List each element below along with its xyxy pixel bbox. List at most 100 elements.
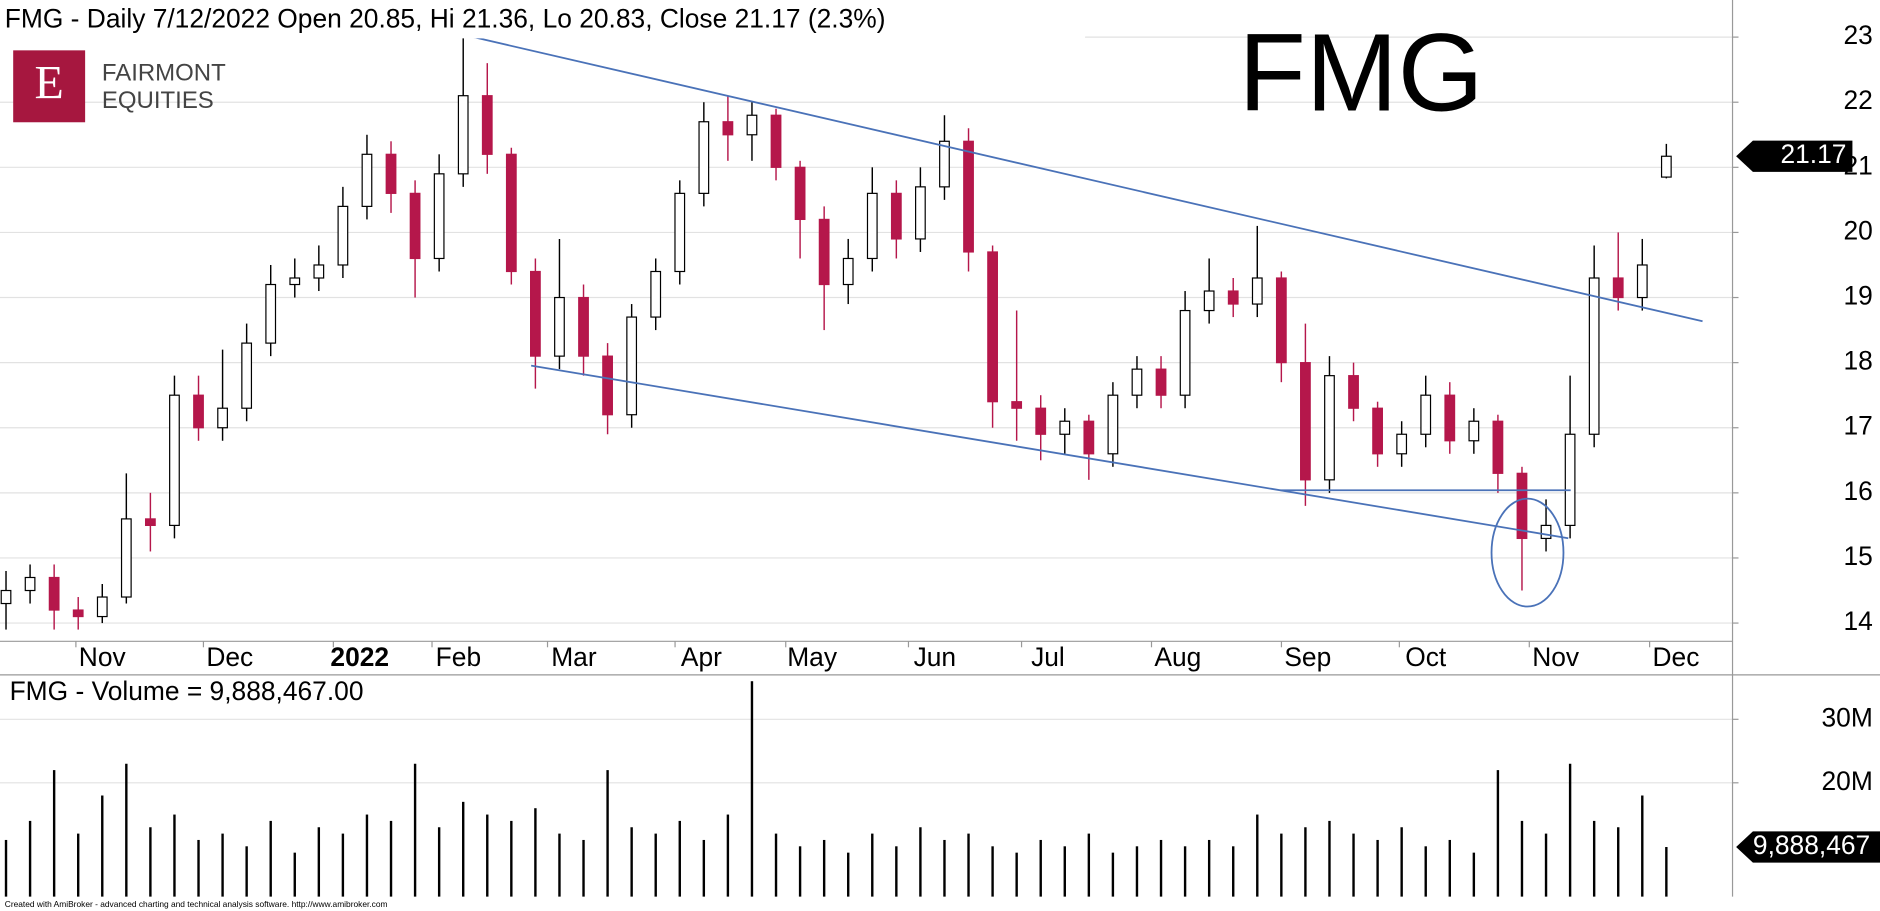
y-tick-label: 19 — [1843, 281, 1872, 311]
y-tick-label: 15 — [1843, 541, 1872, 571]
volume-bar — [52, 770, 56, 897]
candle-body — [722, 121, 734, 136]
volume-bar — [293, 852, 296, 897]
volume-bar — [1087, 833, 1091, 897]
y-tick-label: 18 — [1843, 346, 1872, 376]
candle-body — [1564, 433, 1576, 527]
volume-bar — [558, 833, 561, 897]
candle-body — [193, 394, 204, 429]
x-tick-label: Nov — [1532, 642, 1580, 672]
volume-bar — [1376, 839, 1379, 897]
candle-body — [169, 394, 180, 527]
volume-bar — [1424, 846, 1427, 897]
candle-body — [1396, 433, 1408, 455]
candle-body — [1275, 277, 1287, 364]
volume-bar — [726, 814, 730, 897]
candle-body — [915, 186, 926, 240]
last-volume-label: 9,888,467 — [1753, 830, 1870, 860]
candle-body — [1372, 407, 1383, 455]
candle-body — [1203, 290, 1215, 312]
volume-bar — [1207, 839, 1211, 897]
volume-bar — [413, 763, 417, 897]
volume-bar — [1617, 827, 1620, 897]
candle-body — [1131, 368, 1143, 396]
candle-body — [1059, 420, 1071, 435]
candle-body — [337, 205, 349, 266]
candle-body — [1636, 264, 1648, 299]
x-tick-label: Jul — [1031, 642, 1065, 672]
candle-body — [890, 192, 902, 240]
candle-body — [1468, 420, 1480, 442]
candle-body — [289, 277, 301, 286]
volume-bar — [1448, 839, 1451, 897]
candle-body — [1420, 394, 1432, 435]
volume-bar — [149, 827, 152, 897]
logo-name: EQUITIES — [102, 87, 214, 114]
x-tick-label: Jun — [914, 642, 957, 672]
y-tick-label: 22 — [1843, 85, 1872, 115]
candle-body — [866, 192, 878, 260]
candle-body — [1227, 290, 1239, 305]
volume-bar — [630, 827, 633, 897]
x-tick-label: May — [787, 642, 838, 672]
candle-body — [1444, 394, 1456, 442]
candle-body — [505, 153, 517, 273]
volume-title: FMG - Volume = 9,888,467.00 — [10, 676, 364, 706]
volume-bar — [1400, 827, 1403, 897]
x-tick-label: Dec — [206, 642, 253, 672]
highlight-ellipse — [1490, 497, 1565, 608]
volume-bar — [341, 833, 345, 897]
last-price-label: 21.17 — [1780, 139, 1846, 169]
volume-bar — [967, 833, 970, 897]
candle-body — [842, 257, 854, 286]
volume-bar — [1015, 852, 1018, 897]
candle-body — [72, 609, 84, 618]
candle-body — [241, 342, 253, 409]
x-tick-label: Dec — [1653, 642, 1700, 672]
watermark: FMG — [1239, 12, 1484, 135]
last-volume-tag — [1736, 831, 1880, 863]
candle-body — [987, 251, 998, 403]
volume-bar — [1352, 833, 1355, 897]
y-tick-label: 20M — [1822, 766, 1873, 796]
candle-body — [674, 192, 686, 273]
volume-bar — [1159, 839, 1163, 897]
candle-body — [0, 589, 12, 605]
candle-body — [481, 95, 493, 155]
logo-box — [13, 50, 86, 123]
candle-body — [578, 296, 589, 357]
candle-body — [1155, 368, 1167, 396]
title-bg — [0, 0, 1086, 39]
volume-bar — [606, 770, 609, 897]
candle-body — [1348, 375, 1359, 409]
volume-bar — [1135, 846, 1139, 897]
volume-bar — [462, 801, 465, 897]
volume-bar — [1256, 814, 1259, 897]
candle-body — [361, 153, 373, 207]
x-tick-label: 2022 — [330, 642, 389, 672]
x-tick-label: Feb — [436, 642, 481, 672]
candle-body — [530, 270, 541, 357]
candle-body — [265, 283, 277, 344]
chart-title: FMG - Daily 7/12/2022 Open 20.85, Hi 21.… — [5, 3, 886, 33]
candle-body — [1300, 362, 1311, 481]
y-tick-label: 17 — [1843, 411, 1872, 441]
volume-bar — [1063, 846, 1066, 897]
volume-bar — [1472, 852, 1476, 897]
y-tick-label: 20 — [1843, 215, 1872, 245]
last-price-tag — [1736, 140, 1853, 172]
candle-body — [1083, 420, 1095, 455]
candle-body — [1588, 277, 1600, 435]
volume-bar — [125, 763, 128, 897]
volume-bar — [197, 839, 200, 897]
volume-bar — [1304, 827, 1307, 897]
volume-bar — [365, 814, 369, 897]
volume-bar — [582, 839, 585, 897]
x-tick-label: Apr — [681, 642, 722, 672]
volume-bar — [486, 814, 489, 897]
candle-body — [963, 140, 974, 253]
candle-body — [770, 114, 782, 168]
volume-bar — [245, 846, 248, 897]
